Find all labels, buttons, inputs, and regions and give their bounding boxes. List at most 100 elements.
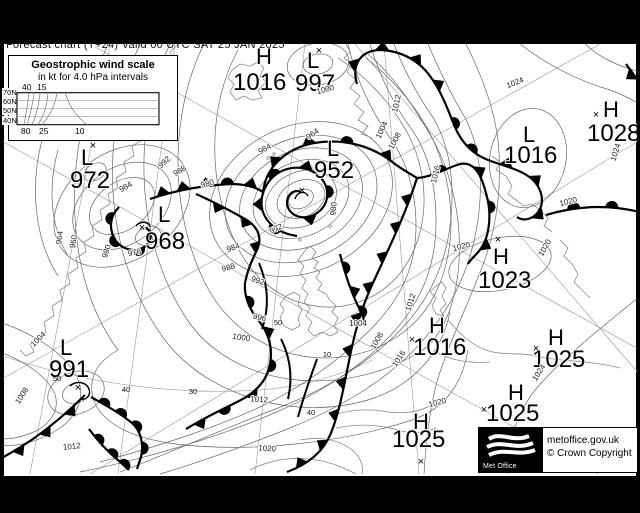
warm-front-symbol xyxy=(340,136,354,144)
cold-front-symbol xyxy=(389,221,401,234)
isobar xyxy=(74,44,469,448)
isobar-value-label: 1024 xyxy=(505,75,525,90)
coastline-iceland xyxy=(227,61,267,101)
occluded-front xyxy=(416,162,491,265)
wind-scale-title: Geostrophic wind scale xyxy=(31,59,155,71)
pressure-center-value: 952 xyxy=(314,157,354,184)
chart-title-text: Forecast chart (T+24) Valid 00 UTC SAT 2… xyxy=(6,43,285,51)
coastline-germany xyxy=(447,319,621,369)
isobar xyxy=(119,44,453,473)
isobar xyxy=(72,161,172,251)
graticule-line xyxy=(94,46,637,349)
cold-front-symbol xyxy=(176,181,191,192)
cold-front-symbol xyxy=(199,177,214,187)
isobar-value-label: 976 xyxy=(127,247,142,259)
cold-front-symbol xyxy=(302,214,317,226)
met-office-logo-text: Met Office xyxy=(483,463,517,470)
cold-front-symbol xyxy=(532,208,544,220)
met-office-website: metoffice.gov.uk xyxy=(547,435,619,446)
pressure-center-value: 968 xyxy=(145,228,185,255)
cold-front-symbol xyxy=(328,408,339,422)
cold-front-symbol xyxy=(349,285,361,299)
warm-front-symbol xyxy=(93,433,105,446)
coastline-lowlands xyxy=(435,351,491,363)
center-cross-mark: × xyxy=(139,222,145,234)
bottom-black-bar xyxy=(0,477,640,513)
wind-scale-bottom-label: 80 xyxy=(21,126,31,136)
cold-front-symbol xyxy=(375,44,390,51)
warm-front-symbol xyxy=(220,177,234,185)
coastline-norway xyxy=(343,44,373,139)
cold-front-symbol xyxy=(379,149,392,161)
pressure-center-value: 972 xyxy=(70,167,110,194)
isobar xyxy=(3,352,57,440)
pressure-center-value: 1025 xyxy=(392,426,445,453)
pressure-center-letter: H xyxy=(508,380,524,405)
branding-text: metoffice.gov.uk © Crown Copyright xyxy=(543,428,637,472)
wind-scale-lat-label: 50N xyxy=(2,106,18,115)
isobar xyxy=(143,44,460,382)
coastline-faroes xyxy=(266,156,270,160)
isobar-value-label: 1004 xyxy=(349,319,367,328)
cold-front-symbol xyxy=(348,58,360,72)
warm-front xyxy=(545,205,637,217)
isobar xyxy=(239,147,363,251)
warm-front-symbol xyxy=(268,359,277,372)
wind-scale-lat-label: 40N xyxy=(2,116,18,125)
center-cross-mark: × xyxy=(316,45,322,57)
labels-layer: H1016L997L952L972L968L991L1016H1028H1023… xyxy=(12,44,637,468)
warm-front-symbol xyxy=(105,212,114,225)
isobar xyxy=(302,53,334,75)
isobar xyxy=(448,236,552,292)
warm-front-symbol xyxy=(107,448,119,460)
isobar xyxy=(519,44,637,103)
wind-scale-graph xyxy=(16,92,160,126)
pressure-center-value: 1025 xyxy=(532,346,585,373)
isobar-value-label: 1016 xyxy=(429,164,442,184)
front-speed-label: 40 xyxy=(307,408,315,417)
isobar xyxy=(83,162,107,182)
cold-front-symbol xyxy=(335,376,346,390)
coastline-biscay xyxy=(299,438,363,475)
met-office-logo-waves xyxy=(486,434,536,457)
coastline-great-britain xyxy=(297,245,339,337)
warm-front-symbol xyxy=(141,441,149,455)
cold-front-symbol xyxy=(193,417,206,429)
isobar-value-label: 964 xyxy=(54,230,65,245)
cold-front-symbol xyxy=(362,281,374,295)
cold-front-symbol xyxy=(156,186,171,197)
isobar-value-label: 984 xyxy=(118,179,135,194)
center-cross-mark: × xyxy=(418,456,424,468)
pressure-center-value: 1023 xyxy=(478,267,531,294)
warm-front-symbol xyxy=(567,202,581,210)
front-speed-label: 40 xyxy=(122,385,130,394)
wind-scale-bottom-label: 10 xyxy=(75,126,85,136)
isobar xyxy=(584,44,637,72)
coastline-iberia xyxy=(249,458,357,475)
isobar-value-label: 984 xyxy=(225,241,241,254)
isobar xyxy=(214,49,425,308)
met-office-branding: Met Office metoffice.gov.uk © Crown Copy… xyxy=(478,427,638,473)
top-black-bar xyxy=(0,0,640,43)
low-center-hook xyxy=(69,381,91,400)
front-speed-label: 50 xyxy=(274,318,282,327)
isobar xyxy=(35,139,59,277)
graticule-line xyxy=(89,141,637,475)
trough-line xyxy=(258,262,268,330)
pressure-center-letter: H xyxy=(429,313,445,338)
isobar-value-label: 988 xyxy=(172,163,189,178)
wind-scale-box: Geostrophic wind scale in kt for 4.0 hPa… xyxy=(2,55,178,141)
pressure-center-value: 1016 xyxy=(413,334,466,361)
cold-front-symbol xyxy=(212,201,226,213)
warm-front-symbol xyxy=(605,201,619,209)
cold-front-symbol xyxy=(64,405,76,417)
center-cross-mark: × xyxy=(533,343,539,355)
isobar xyxy=(159,44,481,475)
isobar xyxy=(276,179,326,219)
graticule-line xyxy=(3,141,599,475)
center-cross-mark: × xyxy=(90,140,96,152)
coastline-channel-south xyxy=(335,424,437,434)
graticule-line xyxy=(3,44,601,379)
crown-copyright: © Crown Copyright xyxy=(547,448,632,459)
center-cross-mark: × xyxy=(593,109,599,121)
